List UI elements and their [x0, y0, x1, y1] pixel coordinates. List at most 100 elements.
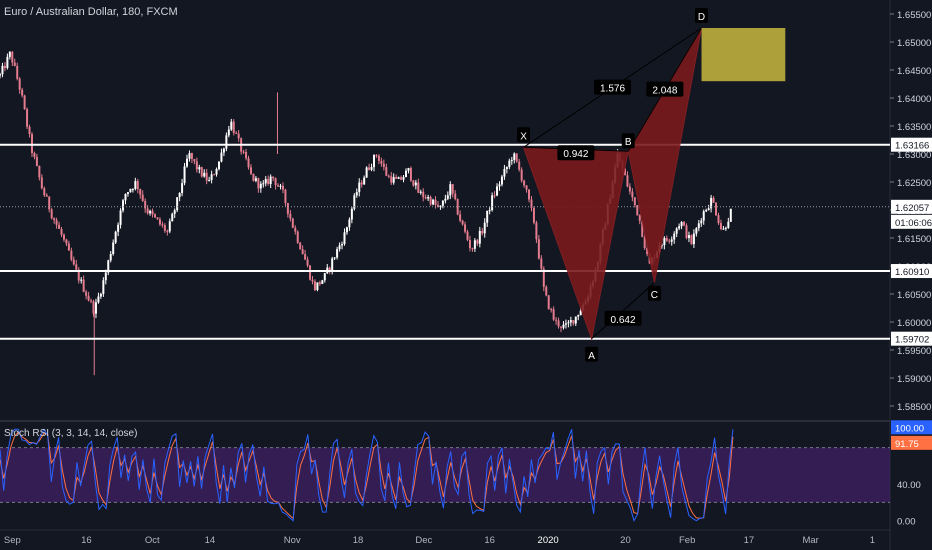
candle-body: [154, 214, 157, 218]
stoch-rsi-lines: [0, 428, 734, 522]
candle-body: [530, 199, 533, 208]
candle-body: [528, 189, 531, 200]
candle-body: [18, 78, 21, 90]
harmonic-pattern[interactable]: X A B C D 0.942 0.642 1.576 2.048: [517, 8, 786, 362]
candle-body: [680, 221, 683, 227]
candle-body: [368, 167, 371, 170]
stoch-k-value-label-bg: [891, 420, 932, 435]
candle-body: [70, 250, 73, 260]
pattern-point-x: X: [520, 131, 527, 142]
candle-body: [404, 170, 407, 178]
candle-body: [38, 165, 41, 178]
pattern-point-a: A: [588, 351, 595, 362]
candle-body: [75, 264, 78, 270]
candle-body: [94, 302, 97, 314]
candle-body: [564, 323, 567, 325]
candle-body: [409, 167, 412, 181]
time-tick-label: Oct: [145, 535, 160, 546]
candle-body: [557, 320, 560, 327]
candle-body: [0, 74, 1, 76]
candle-body: [569, 320, 572, 323]
candle-body: [200, 167, 203, 177]
candle-body: [444, 198, 447, 201]
candle-body: [493, 195, 496, 197]
candle-body: [550, 309, 553, 311]
candle-body: [210, 174, 213, 180]
candle-body: [284, 189, 287, 204]
candle-body: [321, 280, 324, 284]
ratio-label-bd: 2.048: [652, 86, 677, 97]
candle-body: [343, 232, 346, 245]
candle-body: [87, 295, 90, 301]
candle-body: [195, 161, 198, 170]
candle-body: [360, 182, 363, 185]
candle-body: [227, 129, 230, 136]
candle-body: [451, 184, 454, 194]
candle-body: [65, 239, 68, 244]
candle-body: [341, 244, 344, 246]
price-tick-label: 1.58500: [897, 402, 931, 413]
candle-body: [461, 220, 464, 225]
candle-body: [112, 242, 115, 255]
price-tick-label: 1.64000: [897, 94, 931, 105]
candle-body: [107, 260, 110, 273]
candle-body: [702, 211, 705, 221]
candle-body: [636, 205, 639, 216]
candle-body: [166, 230, 169, 232]
candle-body: [249, 167, 252, 174]
stoch-tick-label: 40.00: [897, 480, 921, 491]
time-tick-label: Sep: [4, 535, 21, 546]
stoch-k-value-label: 100.00: [895, 423, 924, 434]
candle-body: [673, 233, 676, 240]
candle-body: [77, 269, 80, 281]
candle-body: [237, 133, 240, 139]
candle-body: [136, 180, 139, 190]
candle-body: [277, 185, 280, 187]
candle-body: [289, 213, 292, 219]
candle-body: [385, 167, 388, 176]
candle-body: [316, 282, 319, 291]
candle-body: [646, 248, 649, 255]
candle-body: [274, 178, 277, 186]
candle-body: [402, 177, 405, 180]
candle-body: [560, 326, 563, 328]
candle-body: [697, 223, 700, 229]
ratio-label-bd-bg: [646, 81, 684, 97]
candle-body: [149, 210, 152, 214]
candle-body: [82, 279, 85, 292]
candle-body: [670, 239, 673, 242]
candle-body: [350, 208, 353, 220]
candle-body: [126, 192, 129, 194]
candle-body: [296, 231, 299, 243]
candle-body: [16, 65, 19, 79]
candle-body: [109, 254, 112, 261]
pattern-point-c: C: [651, 290, 658, 301]
candle-body: [579, 310, 582, 316]
candle-body: [53, 218, 56, 221]
price-tick-label: 1.63000: [897, 150, 931, 161]
candle-body: [33, 153, 36, 157]
pattern-point-d-bg: [695, 8, 709, 23]
candle-body: [173, 210, 176, 214]
candle-body: [313, 281, 316, 291]
ratio-label-xd: 1.576: [600, 84, 625, 95]
candle-body: [454, 193, 457, 200]
stoch-tick-label: 0.00: [897, 517, 916, 528]
candle-body: [3, 65, 6, 69]
candle-body: [267, 179, 270, 184]
candle-body: [208, 179, 211, 181]
candle-body: [727, 221, 730, 228]
candle-body: [26, 109, 29, 127]
candle-body: [193, 159, 196, 162]
horizontal-levels[interactable]: [0, 143, 890, 340]
candle-body: [168, 221, 171, 232]
candle-body: [232, 121, 235, 133]
candle-body: [626, 175, 629, 187]
target-zone-box[interactable]: [701, 28, 786, 82]
candle-body: [439, 205, 442, 207]
candle-body: [264, 179, 267, 184]
candle-body: [198, 167, 201, 170]
candle-body: [623, 168, 626, 176]
candle-body: [311, 279, 314, 282]
